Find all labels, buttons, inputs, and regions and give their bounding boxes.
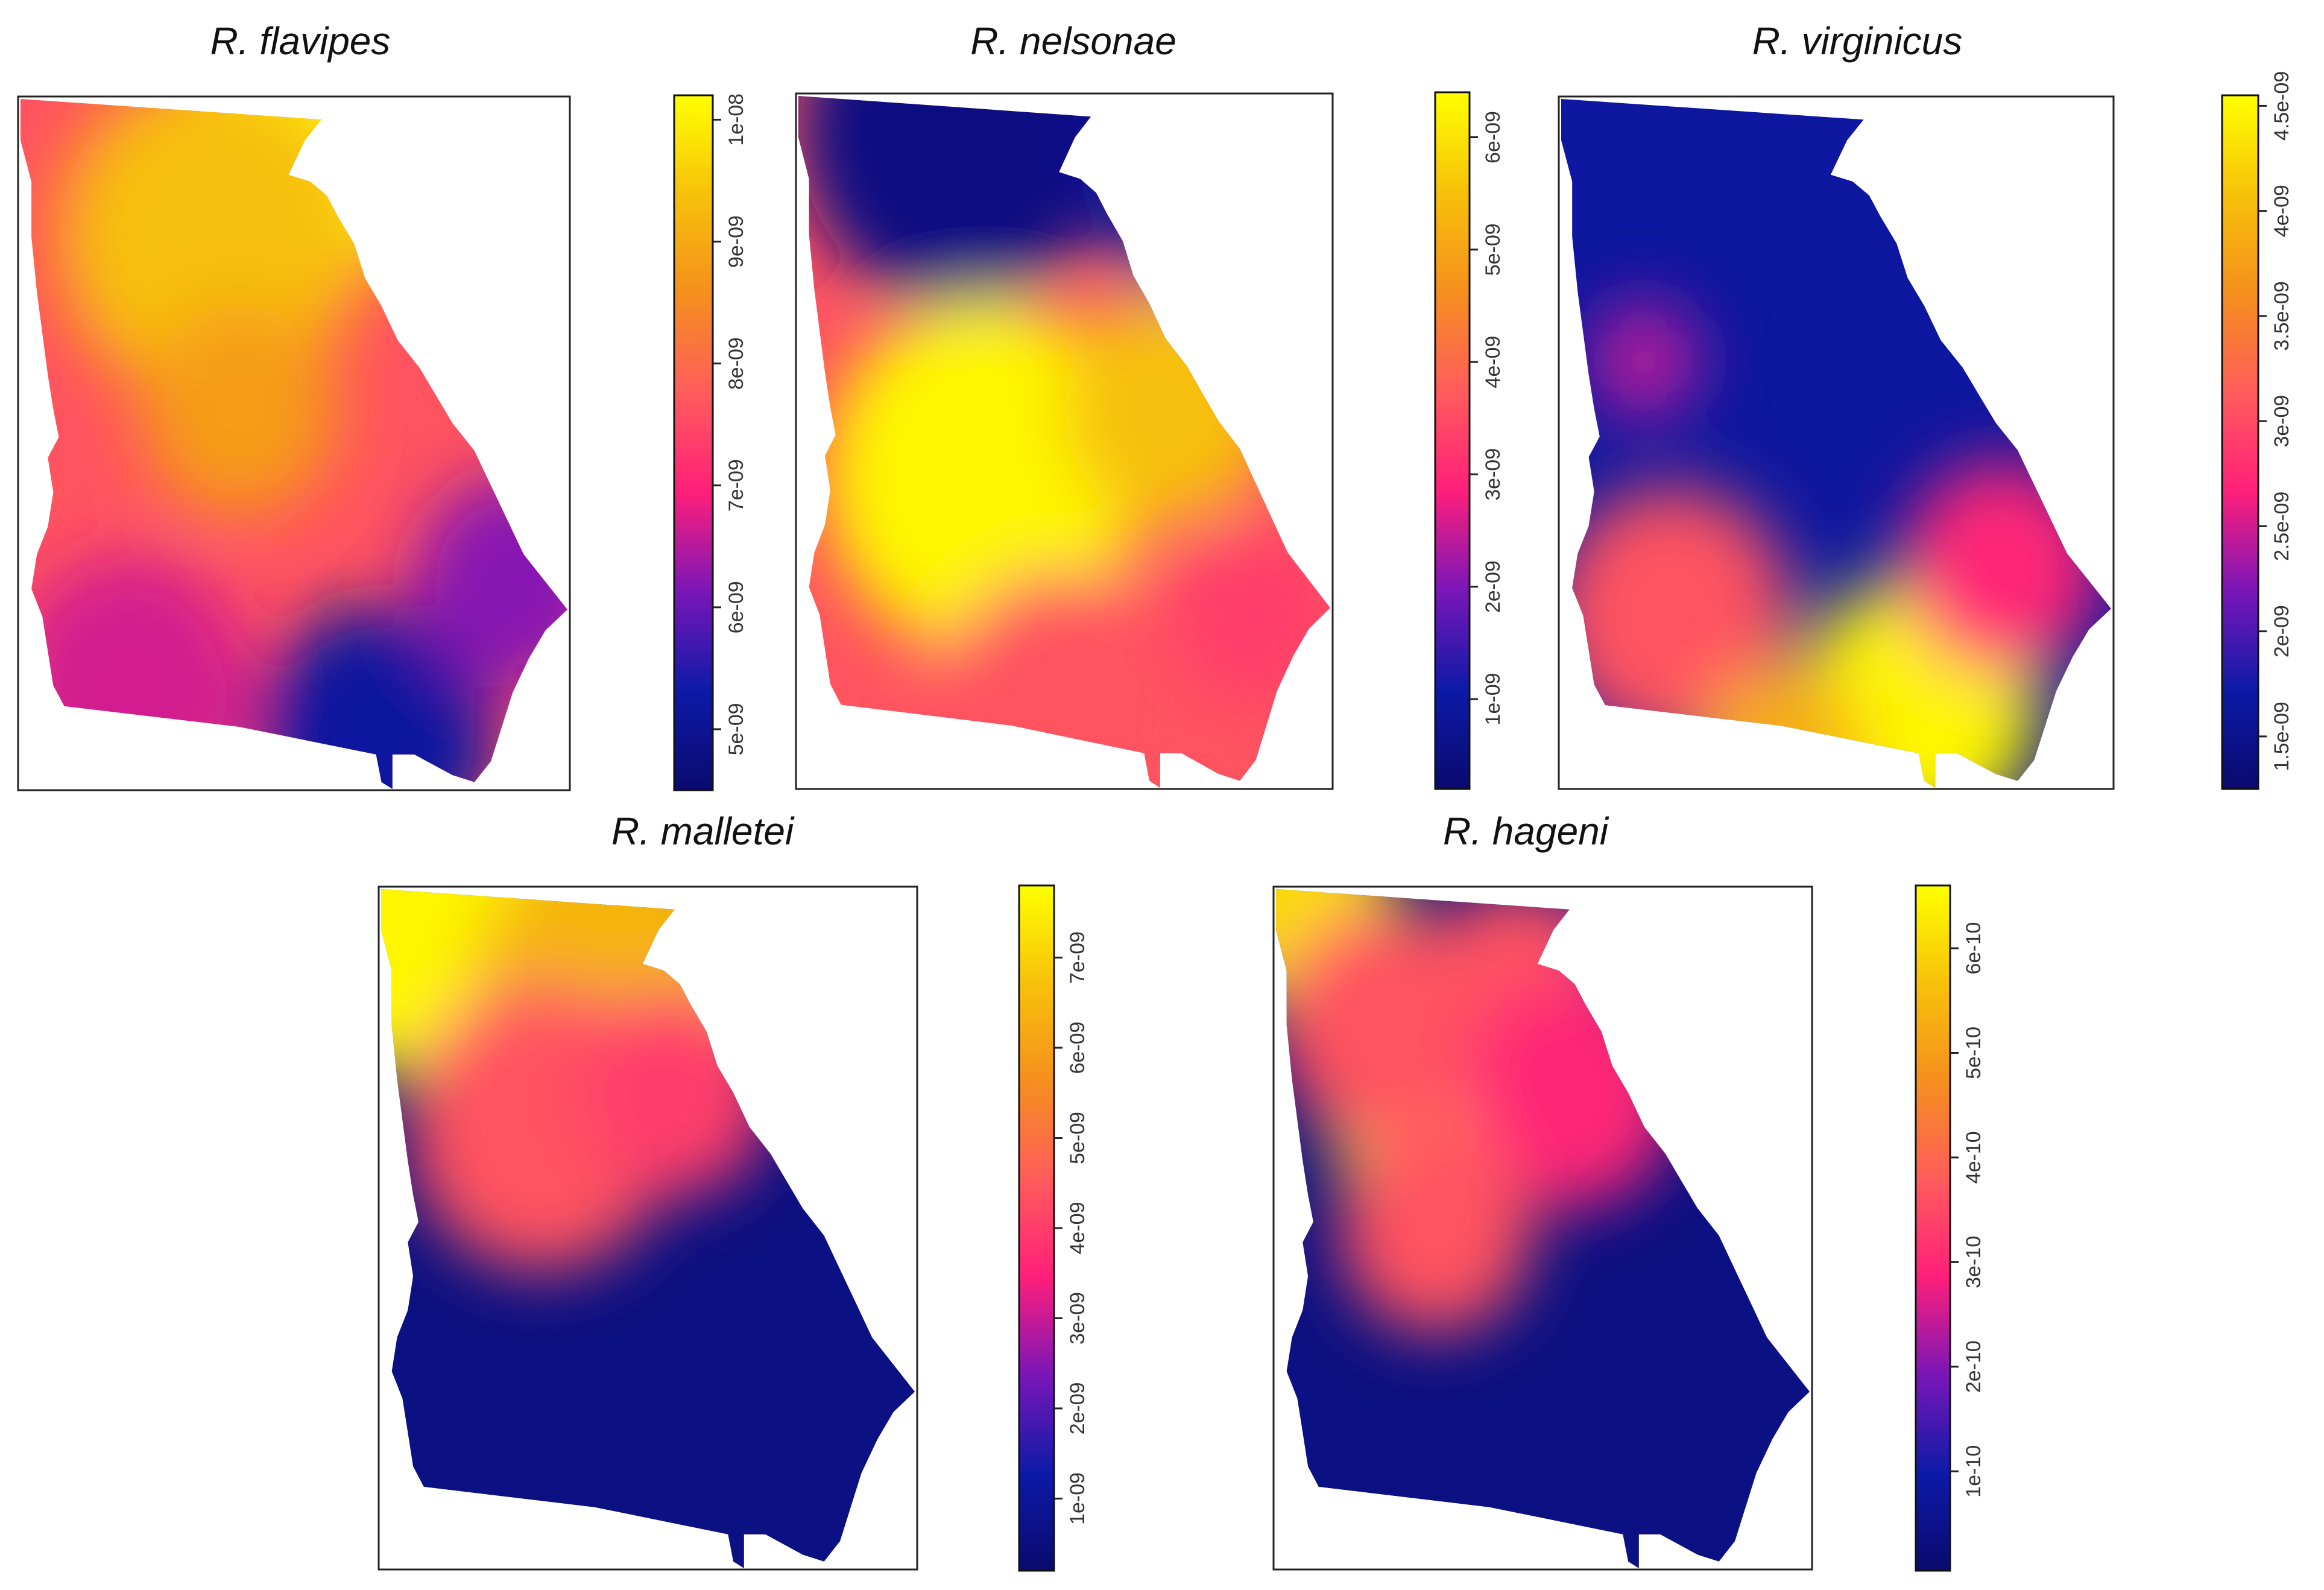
map-panel-3: R. malletei 1e-09 2e-09 3e-09 4e-09 5e-09 6e-0… xyxy=(377,809,1089,1572)
density-surface xyxy=(381,889,915,1568)
map-panel-4: R. hageni 1e-10 2e-10 3e-10 4e-10 5e-10 6e-10 xyxy=(1272,809,1985,1572)
density-blob-3 xyxy=(1699,665,1864,788)
colorbar-tick-label: 2e-10 xyxy=(1962,1340,1985,1393)
colorbar-tick-label: 3e-09 xyxy=(1066,1292,1089,1345)
colorbar-tick-label: 3.5e-09 xyxy=(2270,281,2293,350)
density-surface xyxy=(1561,99,2111,788)
colorbar xyxy=(1019,885,1054,1571)
colorbar-tick-label: 8e-09 xyxy=(725,337,748,390)
colorbar-tick-label: 6e-10 xyxy=(1962,922,1985,975)
density-blob-2 xyxy=(825,300,1145,653)
colorbar-tick-label: 2e-09 xyxy=(2270,605,2293,657)
density-blob-3 xyxy=(21,556,250,789)
colorbar-tick-label: 5e-10 xyxy=(1962,1027,1985,1079)
colorbar-tick-label: 2e-09 xyxy=(1482,560,1505,613)
density-blob-5 xyxy=(414,476,567,688)
colorbar-frame xyxy=(1434,91,1471,790)
panel-title: R. hageni xyxy=(1443,809,1609,853)
colorbar-tick-label: 4e-09 xyxy=(1066,1202,1089,1255)
colorbar-tick-label: 1e-09 xyxy=(1482,673,1505,725)
colorbar-tick-label: 2.5e-09 xyxy=(2270,492,2293,561)
colorbar-tick-label: 3e-09 xyxy=(1482,448,1505,501)
colorbar-tick-label: 5e-09 xyxy=(725,703,748,755)
map-frame xyxy=(1558,95,2115,790)
density-blob-6 xyxy=(1585,889,1714,993)
colorbar-tick-label: 4e-10 xyxy=(1962,1131,1985,1183)
density-blob-2 xyxy=(141,303,338,515)
density-blob-3 xyxy=(578,989,771,1197)
density-blob-3 xyxy=(1064,290,1277,525)
density-blob-5 xyxy=(1170,527,1330,703)
panel-title: R. virginicus xyxy=(1752,19,1963,63)
density-blob-4 xyxy=(931,571,1198,788)
density-blob-1 xyxy=(1080,96,1315,295)
colorbar xyxy=(2222,95,2258,789)
colorbar-tick-label: 2e-09 xyxy=(1066,1382,1089,1434)
density-blob-4 xyxy=(1902,461,2100,673)
colorbar-tick-label: 4.5e-09 xyxy=(2270,71,2293,141)
density-blob-0 xyxy=(798,96,1118,307)
colorbar-tick-label: 5e-09 xyxy=(1066,1112,1089,1164)
panel-title: R. malletei xyxy=(611,809,795,853)
map-frame xyxy=(795,92,1334,790)
panel-title: R. nelsonae xyxy=(970,19,1176,63)
colorbar-tick-label: 3e-10 xyxy=(1962,1236,1985,1288)
colorbar-frame xyxy=(673,94,714,791)
map-frame xyxy=(377,885,918,1571)
density-surface xyxy=(798,96,1330,788)
colorbar-tick-label: 3e-09 xyxy=(2270,395,2293,448)
colorbar-tick-label: 1e-10 xyxy=(1962,1445,1985,1498)
map-panel-1: R. nelsonae 1e-09 2e-09 3e-09 4e-09 5e-09 6e-0… xyxy=(795,19,1505,790)
colorbar-tick-label: 1.5e-09 xyxy=(2270,702,2293,771)
map-panel-0: R. flavipes 5e-09 6e-09 7e-09 8e-09 9e-09 1e-0… xyxy=(17,19,748,791)
map-frame xyxy=(17,95,571,791)
colorbar-tick-label: 6e-09 xyxy=(1482,111,1505,163)
colorbar-tick-label: 7e-09 xyxy=(1066,931,1089,984)
colorbar-tick-label: 9e-09 xyxy=(725,215,748,268)
colorbar-tick-label: 5e-09 xyxy=(1482,223,1505,276)
colorbar-tick-label: 6e-09 xyxy=(725,581,748,633)
colorbar xyxy=(674,95,713,790)
colorbar-tick-label: 1e-09 xyxy=(1066,1472,1089,1525)
density-blob-1 xyxy=(1561,486,1793,745)
density-blob-5 xyxy=(1340,1124,1532,1333)
colorbar xyxy=(1916,885,1950,1571)
map-frame xyxy=(1272,885,1813,1571)
colorbar-tick-label: 6e-09 xyxy=(1066,1022,1089,1074)
density-blob-4 xyxy=(256,604,497,789)
density-surface xyxy=(21,99,567,789)
colorbar-frame xyxy=(2221,94,2259,790)
density-surface xyxy=(1276,889,1810,1568)
panel-title: R. flavipes xyxy=(210,19,391,63)
density-blob-0 xyxy=(1588,302,1699,420)
colorbar-tick-label: 1e-08 xyxy=(725,93,748,146)
colorbar xyxy=(1435,92,1470,789)
map-panel-2: R. virginicus 1.5e-09 2e-09 2.5e-09 3e-09 3.5… xyxy=(1558,19,2293,790)
colorbar-tick-label: 4e-09 xyxy=(1482,336,1505,388)
colorbar-frame xyxy=(1915,884,1951,1572)
colorbar-tick-label: 7e-09 xyxy=(725,459,748,512)
colorbar-tick-label: 4e-09 xyxy=(2270,185,2293,237)
